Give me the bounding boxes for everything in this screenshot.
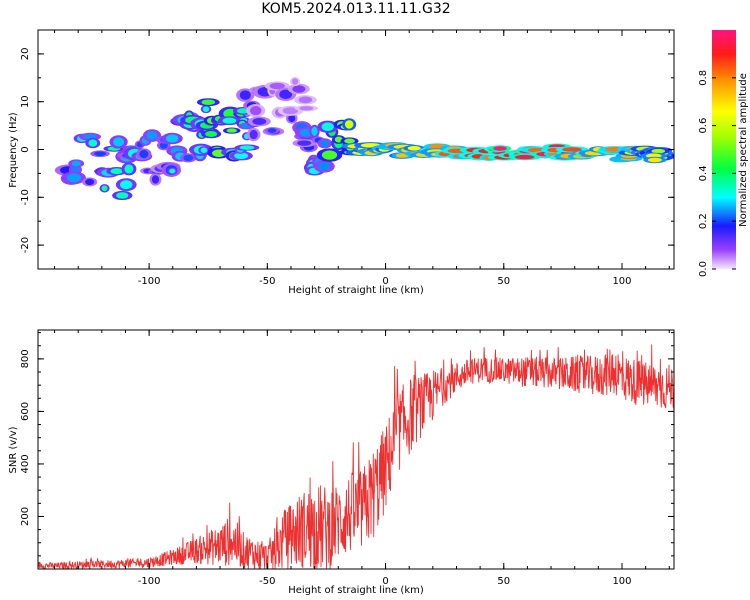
snr-series-line: [38, 344, 674, 569]
spectrogram-cell: [282, 107, 299, 115]
spectrogram-y-tick-label: -20: [20, 237, 31, 253]
spectrogram-cell: [514, 154, 535, 160]
spectrogram-cell: [85, 178, 95, 186]
spectrogram-cell: [165, 134, 179, 143]
spectrogram-x-tick-label: -100: [138, 276, 161, 287]
spectrogram-cell: [116, 192, 129, 199]
spectrogram-cell: [202, 106, 210, 112]
snr-x-tick-label: -100: [138, 576, 161, 587]
snr-x-label: Height of straight line (km): [288, 585, 424, 596]
snr-panel: -100 -50 0 50 100 200 400 600 800 Height of str…: [8, 329, 675, 596]
snr-x-tick-label: 100: [612, 576, 631, 587]
spectrogram-y-label: Frequency (Hz): [8, 112, 19, 188]
spectrogram-x-tick-label: 50: [497, 276, 510, 287]
colorbar-tick-label: 0.6: [698, 118, 709, 134]
spectrogram-cell: [71, 160, 81, 167]
snr-y-label: SNR (v/v): [8, 426, 19, 473]
spectrogram-cell: [407, 146, 421, 151]
spectrogram-cell: [493, 146, 507, 151]
spectrogram-cell: [169, 168, 176, 174]
spectrogram-x-label: Height of straight line (km): [288, 285, 424, 296]
snr-y-tick-label: 600: [20, 402, 31, 421]
colorbar: 0.0 0.2 0.4 0.6 0.8 Normalized spectral ampl…: [698, 30, 749, 277]
colorbar-gradient: [712, 30, 736, 269]
spectrogram-cell: [205, 130, 218, 137]
spectrogram-cell: [239, 145, 255, 150]
spectrogram-cell: [288, 114, 296, 123]
snr-x-tick-label: 50: [497, 576, 510, 587]
spectrogram-cell: [113, 137, 125, 147]
spectrogram-cell: [101, 185, 108, 192]
colorbar-tick-label: 0.4: [698, 165, 709, 181]
spectrogram-cell: [321, 122, 334, 132]
spectrogram-cell: [321, 150, 338, 160]
spectrogram-cell: [120, 180, 133, 190]
spectrogram-y-ticks: -20 -10 0 10 20: [20, 29, 674, 270]
spectrogram-cell: [237, 108, 250, 114]
spectrogram-cell: [279, 89, 293, 100]
spectrogram-cell: [298, 96, 313, 104]
snr-y-tick-label: 200: [20, 507, 31, 526]
spectrogram-marks: [54, 77, 674, 201]
snr-x-tick-label: -50: [259, 576, 275, 587]
chart-title: KOM5.2024.013.11.11.G32: [261, 1, 451, 17]
spectrogram-y-tick-label: 0: [20, 146, 31, 152]
spectrogram-cell: [110, 168, 123, 175]
spectrogram-cell: [318, 161, 331, 171]
snr-y-tick-label: 400: [20, 454, 31, 473]
spectrogram-cell: [124, 164, 134, 174]
spectrogram-cell: [239, 90, 251, 100]
spectrogram-y-tick-label: -10: [20, 189, 31, 205]
spectrogram-cell: [299, 106, 314, 111]
spectrogram-cell: [66, 173, 82, 183]
spectrogram-x-tick-label: 0: [382, 276, 388, 287]
spectrogram-cell: [200, 147, 208, 154]
colorbar-label: Normalized spectral amplitude: [738, 73, 749, 227]
spectrogram-cell: [146, 131, 158, 140]
spectrogram-x-ticks: -100 -50 0 50 100: [54, 30, 670, 287]
spectrogram-cell: [297, 140, 312, 146]
colorbar-tick-label: 0.2: [698, 213, 709, 229]
colorbar-tick-label: 0.0: [698, 261, 709, 277]
snr-frame: [37, 329, 675, 570]
snr-y-ticks: 200 400 600 800: [20, 332, 674, 570]
spectrogram-cell: [250, 106, 262, 116]
spectrogram-y-tick-label: 10: [20, 95, 31, 108]
spectrogram-cell: [222, 117, 237, 124]
colorbar-tick-label: 0.8: [698, 70, 709, 86]
spectrogram-cell: [151, 175, 160, 184]
spectrogram-cell: [562, 147, 582, 152]
spectrogram-cell: [139, 150, 149, 159]
spectrogram-cell: [88, 139, 98, 147]
snr-x-tick-label: 0: [382, 576, 388, 587]
spectrogram-cell: [226, 128, 237, 133]
spectrogram-cell: [249, 129, 258, 140]
spectrogram-cell: [292, 85, 306, 93]
spectrogram-x-tick-label: -50: [259, 276, 275, 287]
spectrogram-cell: [647, 157, 662, 163]
spectrogram-cell: [183, 154, 194, 162]
spectrogram-x-tick-label: 100: [612, 276, 631, 287]
spectrogram-cell: [344, 120, 354, 129]
spectrogram-cell: [94, 151, 106, 157]
spectrogram-cell: [344, 138, 355, 144]
spectrogram-cell: [234, 152, 249, 160]
snr-y-tick-label: 800: [20, 349, 31, 368]
snr-x-ticks: -100 -50 0 50 100: [54, 330, 670, 587]
spectrogram-cell: [320, 139, 330, 147]
spectrogram-cell: [201, 99, 216, 105]
colorbar-ticks: 0.0 0.2 0.4 0.6 0.8: [698, 70, 736, 277]
spectrogram-y-tick-label: 20: [20, 48, 31, 61]
spectrogram-cell: [252, 118, 267, 125]
spectrogram-cell: [292, 78, 299, 85]
spectrogram-cell: [311, 126, 318, 136]
spectrogram-cell: [651, 148, 666, 154]
spectrogram-cell: [269, 82, 285, 90]
spectrogram-cell: [267, 128, 277, 133]
